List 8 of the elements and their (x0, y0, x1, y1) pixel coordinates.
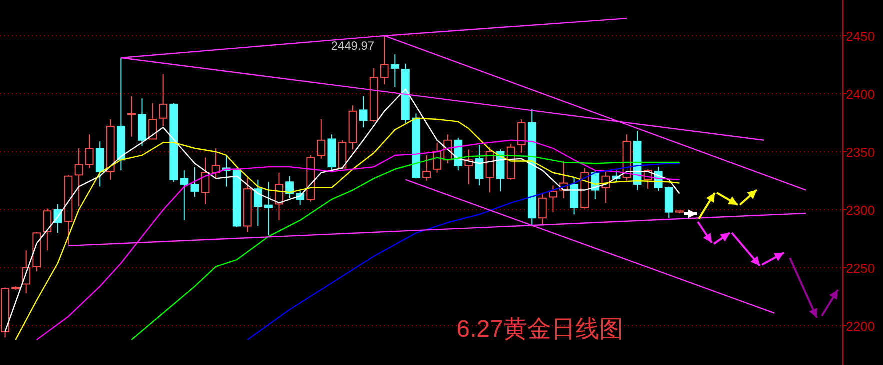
annotation: 2449.97 (331, 39, 375, 53)
y-tick-label: 2450 (846, 28, 875, 44)
y-tick-label: 2300 (846, 202, 875, 218)
y-tick-label: 2250 (846, 261, 875, 276)
y-tick-label: 2350 (846, 144, 875, 160)
y-tick-label: 2400 (846, 86, 875, 102)
annotation: 6.27黄金日线图 (456, 316, 624, 343)
y-tick-label: 2200 (846, 319, 875, 334)
